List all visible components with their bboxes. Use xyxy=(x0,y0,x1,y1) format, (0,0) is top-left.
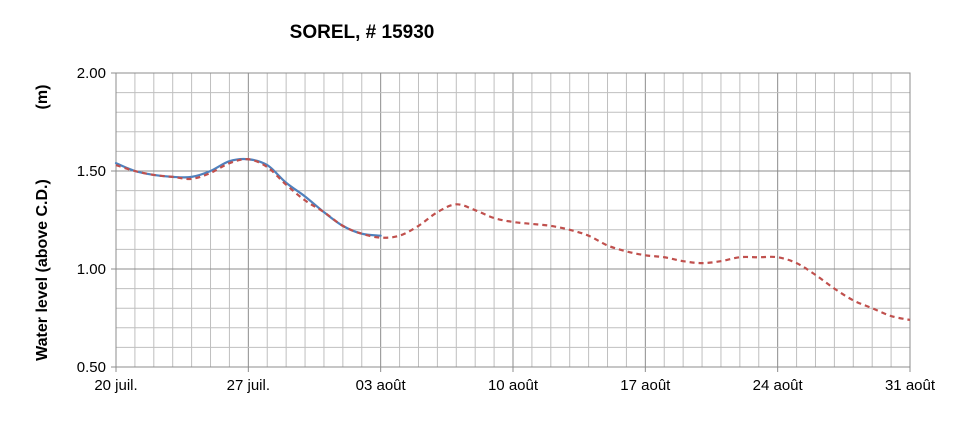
plot-area xyxy=(115,72,911,368)
chart-title: SOREL, # 15930 xyxy=(290,22,435,43)
y-axis-title: Water level (above C.D.) xyxy=(34,179,51,361)
y-tick-label: 0.50 xyxy=(77,359,106,376)
y-axis-unit: (m) xyxy=(34,85,51,110)
x-tick-label: 20 juil. xyxy=(94,377,137,394)
x-tick-label: 17 août xyxy=(620,377,671,394)
y-tick-label: 2.00 xyxy=(77,65,106,82)
x-tick-label: 10 août xyxy=(488,377,539,394)
y-tick-label: 1.00 xyxy=(77,261,106,278)
x-tick-label: 27 juil. xyxy=(227,377,270,394)
x-tick-label: 03 août xyxy=(356,377,407,394)
y-tick-label: 1.50 xyxy=(77,163,106,180)
x-tick-label: 24 août xyxy=(753,377,804,394)
axes: 0.50 1.00 1.50 2.00 20 juil. 27 juil. 03 août 1… xyxy=(77,65,936,394)
series-lines xyxy=(114,157,911,322)
predicted-series-line xyxy=(115,158,911,322)
x-tick-label: 31 août xyxy=(885,377,936,394)
